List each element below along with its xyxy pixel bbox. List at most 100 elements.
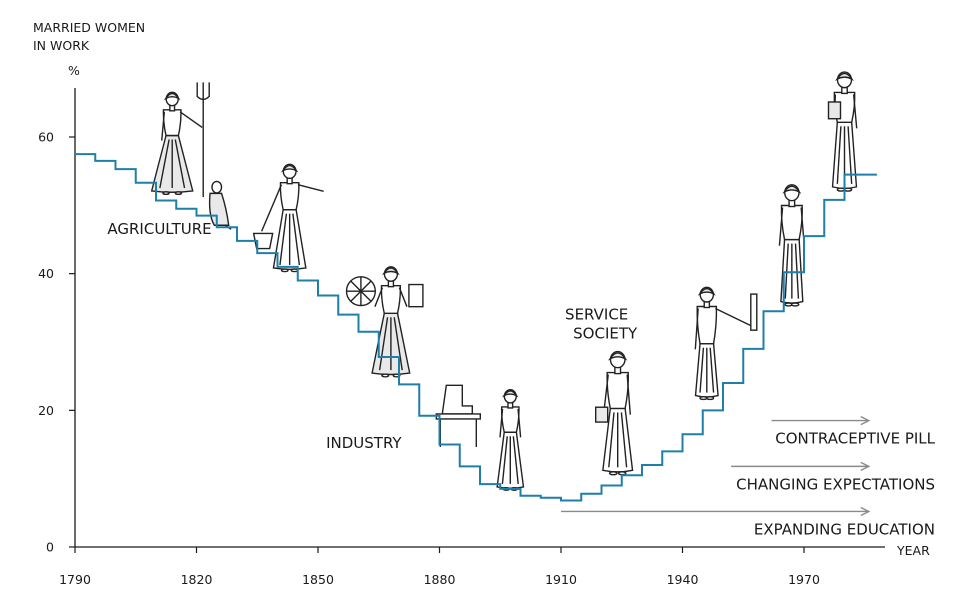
y-axis-title-line-1: MARRIED WOMEN — [33, 20, 145, 35]
figure-fold — [794, 243, 800, 299]
figure-arm-left — [694, 308, 699, 350]
figure-arm-right — [852, 94, 858, 129]
x-tick-label: 1850 — [302, 572, 334, 587]
figure-hair — [163, 92, 181, 101]
figure-fold — [709, 347, 715, 393]
figure-foot — [836, 187, 846, 192]
figure-fold — [174, 139, 186, 189]
figure-foot — [174, 191, 183, 196]
x-tick-label: 1910 — [545, 572, 577, 587]
x-tick-label: 1970 — [788, 572, 820, 587]
figure-hair — [381, 267, 400, 276]
figure-arm-right — [398, 287, 408, 307]
figure-fold — [393, 317, 403, 371]
child-head — [211, 180, 223, 194]
figure-fold — [501, 436, 508, 484]
book — [595, 406, 609, 423]
figure-hair — [835, 72, 854, 81]
era-label: AGRICULTURE — [107, 220, 211, 238]
figure-foot — [843, 187, 853, 192]
figure-arm-right — [179, 111, 203, 129]
woman-with-bucket-figure — [252, 163, 324, 273]
figure-fold — [159, 139, 170, 189]
figure-hair — [501, 390, 519, 398]
figure-foot — [706, 396, 715, 401]
cabinet — [408, 283, 424, 308]
figure-arm-right — [297, 184, 324, 193]
woman-spinning-wheel-figure — [345, 266, 424, 378]
figure-foot — [280, 268, 289, 273]
y-axis-title: MARRIED WOMEN IN WORK % — [33, 20, 145, 78]
figure-foot — [699, 396, 708, 401]
figure-arm-left — [161, 111, 166, 141]
figure-bodice — [162, 109, 182, 137]
trend-arrow-head — [860, 506, 871, 517]
axes: 1790 1820 1850 1880 1910 1940 1970 0 20 40 60 — [38, 88, 885, 587]
figure-fold — [699, 347, 705, 393]
x-tick-label: 1820 — [181, 572, 213, 587]
y-tick-label: 60 — [38, 130, 54, 145]
trend-arrow-label: CONTRACEPTIVE PILL — [775, 430, 935, 448]
pitchfork-tines — [196, 82, 210, 101]
farm-woman-pitchfork-figure — [150, 82, 210, 198]
era-label: SOCIETY — [573, 325, 638, 343]
x-tick-label: 1940 — [667, 572, 699, 587]
x-axis-title: YEAR — [896, 543, 930, 558]
figure-fold — [292, 213, 301, 266]
figure-bodice — [279, 181, 300, 211]
annotations: AGRICULTURE INDUSTRY SERVICE SOCIETY CONTRAC… — [107, 220, 935, 538]
y-tick-label: 0 — [46, 540, 54, 555]
figure-arm-left — [374, 287, 384, 307]
y-tick-label: 40 — [38, 266, 54, 281]
figure-fold — [378, 317, 389, 371]
figure-hair — [280, 164, 299, 173]
figure-bodice — [606, 371, 629, 410]
figure-foot — [608, 471, 618, 476]
bucket — [252, 232, 274, 250]
era-label: SERVICE — [565, 305, 628, 323]
y-tick-label: 20 — [38, 403, 54, 418]
professional-woman-figure — [694, 286, 758, 401]
sitting-child-figure — [208, 180, 232, 230]
figure-arm-right — [626, 374, 632, 415]
figure-fold — [608, 412, 615, 468]
figure-fold — [620, 412, 628, 468]
figure-bodice — [500, 406, 520, 433]
figure-fold — [784, 243, 789, 299]
x-tick-label: 1880 — [424, 572, 456, 587]
folder — [827, 101, 842, 120]
trend-arrow-head — [860, 461, 871, 471]
figure-fold — [512, 436, 519, 484]
y-axis-title-line-2: IN WORK — [33, 38, 90, 53]
machine-panel — [750, 293, 758, 331]
figure-hair — [782, 185, 802, 194]
era-label: INDUSTRY — [326, 434, 402, 452]
figure-fold — [279, 213, 288, 266]
trend-arrow-head — [860, 415, 871, 426]
sewing-table — [435, 413, 481, 420]
figure-fold — [836, 126, 842, 184]
figure-hair — [607, 352, 628, 361]
step-series-line — [75, 153, 877, 502]
sewing-machine — [441, 384, 473, 415]
y-axis-unit: % — [68, 63, 80, 78]
x-tick-label: 1790 — [59, 572, 91, 587]
figure-hair — [697, 287, 716, 296]
figure-arm-left — [261, 184, 283, 232]
figure-foot — [162, 191, 170, 196]
figure-bodice — [380, 284, 402, 315]
child-body — [208, 192, 230, 226]
figure-arm-right — [517, 408, 522, 438]
figure-arm-left — [778, 207, 784, 246]
figure-foot — [790, 302, 800, 307]
figure-bodice — [780, 204, 803, 241]
office-woman-figure — [595, 350, 634, 476]
figure-bodice — [696, 305, 718, 345]
figures — [150, 71, 858, 491]
spinning-wheel-spoke — [350, 280, 372, 302]
figure-arm-left — [499, 408, 504, 438]
figure-foot — [381, 373, 390, 378]
series-layer — [75, 153, 877, 502]
woman-with-folder-figure — [827, 71, 858, 192]
